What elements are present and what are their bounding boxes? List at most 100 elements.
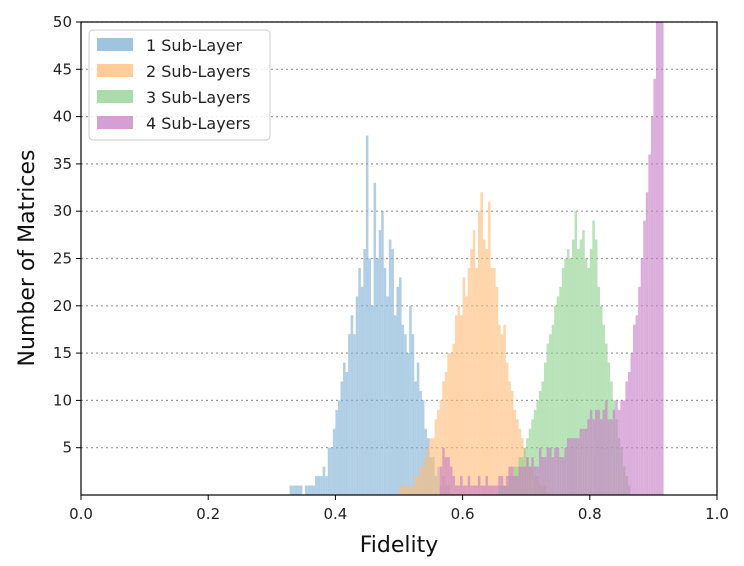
histogram-bar [454,315,458,495]
histogram-bar [480,192,483,495]
histogram-bar [312,485,316,495]
y-tick-label: 35 [53,155,72,173]
histogram-bar [292,485,295,495]
legend-swatch-3-sub-layers [97,90,133,103]
histogram-bar [503,485,506,495]
histogram-bar [325,476,328,495]
histogram-bar [421,466,425,495]
histogram-bar [571,239,575,495]
histogram-bar [561,457,565,495]
legend: 1 Sub-Layer 2 Sub-Layers 3 Sub-Layers 4 … [88,29,271,141]
histogram-bar [414,476,417,495]
histogram-bar [434,419,438,495]
histogram-bar [388,239,392,495]
histogram-bar [490,485,494,495]
histogram-bar [404,485,407,495]
histogram-bar [538,390,542,495]
histogram-bar [655,22,659,495]
histogram-bar [615,400,618,495]
x-tick-label: 0.2 [196,505,220,523]
histogram-bar [559,457,562,495]
series-1-bars [289,135,450,495]
histogram-bar [495,485,499,495]
histogram-bar [457,305,461,495]
histogram-bar [577,249,580,495]
histogram-bar [638,286,641,495]
histogram-bar [345,372,349,495]
histogram-bar [584,258,588,495]
histogram-bar [564,258,567,495]
y-axis-label: Number of Matrices [15,150,40,367]
histogram-bar [350,315,354,495]
histogram-bar [477,211,481,495]
histogram-bar [526,457,529,495]
histogram-bar [365,135,369,495]
histogram-bar [462,277,466,495]
histogram-bar [378,230,382,495]
histogram-bar [416,476,420,495]
histogram-bar [485,476,489,495]
histogram-bar [533,409,537,495]
histogram-bar [587,419,590,495]
histogram-bar [536,400,539,495]
histogram-bar [386,296,389,495]
histogram-bar [381,211,384,495]
histogram-bar [551,324,555,495]
histogram-bar [617,409,621,495]
histogram-bar [437,409,440,495]
histogram-bar [444,457,448,495]
histogram-bar [340,381,344,495]
legend-label-2-sub-layers: 2 Sub-Layers [146,62,250,81]
histogram-bar [556,296,560,495]
histogram-bar [358,267,361,495]
histogram-bar [289,485,293,495]
histogram-bar [490,267,494,495]
histogram-bar [472,485,476,495]
histogram-bar [549,334,552,495]
histogram-bar [508,466,511,495]
histogram-bar [643,220,646,495]
histogram-bar [419,466,422,495]
y-tick-label: 20 [53,297,72,315]
histogram-bar [477,476,481,495]
histogram-bar [454,485,458,495]
histogram-bar [584,428,588,495]
histogram-bar [480,485,483,495]
histogram-bar [538,447,542,495]
histogram-bar [462,485,466,495]
histogram-bar [371,305,374,495]
histogram-bar [399,485,402,495]
y-tick-label: 25 [53,250,72,268]
histogram-bar [528,466,532,495]
histogram-bar [404,334,407,495]
histogram-bar [574,438,578,495]
histogram-bar [505,476,509,495]
histogram-bar [327,447,331,495]
histogram-bar [401,485,405,495]
histogram-bar [315,476,318,495]
histogram-bar [582,428,585,495]
histogram-bar [485,249,489,495]
histogram-bar [523,466,527,495]
legend-swatch-4-sub-layers [97,116,133,129]
histogram-bar [424,457,427,495]
histogram-bar [460,315,463,495]
histogram-bar [406,485,410,495]
histogram-bar [602,409,606,495]
histogram-bar [399,277,402,495]
histogram-bar [661,22,664,495]
histogram-bar [635,315,639,495]
histogram-bar [589,409,593,495]
histogram-bar [513,409,517,495]
histogram-bar [658,22,662,495]
histogram-bar [599,305,603,495]
y-tick-label: 30 [53,202,72,220]
histogram-bar [439,466,443,495]
histogram-bar [610,419,613,495]
legend-label-4-sub-layers: 4 Sub-Layers [146,114,250,133]
histogram-bar [414,381,417,495]
histogram-bar [360,286,364,495]
histogram-bar [482,239,486,495]
histogram-bar [449,466,453,495]
